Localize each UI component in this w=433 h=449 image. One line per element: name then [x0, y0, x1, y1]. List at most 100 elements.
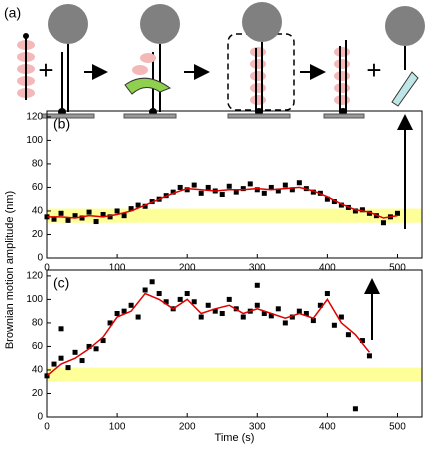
data-point [121, 308, 127, 314]
data-point [107, 320, 113, 326]
y-tick-label: 0 [37, 412, 43, 423]
bead [385, 6, 425, 46]
data-point [58, 355, 64, 361]
data-point [100, 338, 106, 344]
data-point [86, 343, 92, 349]
x-tick-label: 400 [319, 263, 336, 274]
data-point [79, 358, 85, 364]
panel-label: (a) [4, 5, 21, 21]
panel-label: (c) [53, 275, 69, 291]
data-point [282, 320, 288, 326]
highlight-band [47, 367, 422, 382]
data-point [219, 191, 225, 197]
data-point [156, 291, 162, 297]
data-point [268, 313, 274, 319]
data-point [303, 311, 309, 317]
y-tick-label: 0 [37, 253, 43, 264]
data-point [317, 302, 323, 308]
data-point [359, 207, 365, 213]
x-tick-label: 0 [44, 422, 50, 433]
data-point [331, 322, 337, 328]
data-point [282, 182, 288, 188]
y-axis-label: Brownian motion amplitude (nm) [4, 191, 16, 349]
y-tick-label: 120 [26, 112, 43, 123]
diagram: (a) + [4, 2, 425, 119]
highlight-band [47, 208, 422, 223]
data-point [338, 314, 344, 320]
y-tick-label: 100 [26, 294, 43, 305]
bead [140, 4, 180, 44]
data-point [205, 184, 211, 190]
data-point [310, 318, 316, 324]
y-tick-label: 60 [32, 182, 44, 193]
data-point [275, 306, 281, 312]
y-tick-label: 20 [32, 229, 44, 240]
data-point [93, 346, 99, 352]
data-point [233, 189, 239, 195]
data-point [58, 210, 64, 216]
data-point [352, 208, 358, 214]
data-point [142, 203, 148, 209]
data-point [170, 189, 176, 195]
data-point [268, 184, 274, 190]
data-point [254, 282, 260, 288]
x-tick-label: 500 [389, 422, 406, 433]
plus: + [366, 55, 381, 85]
x-tick-label: 300 [249, 263, 266, 274]
y-tick-label: 20 [32, 388, 44, 399]
data-point [135, 202, 141, 208]
data-point [65, 365, 71, 371]
data-point [212, 308, 218, 314]
surface [323, 113, 365, 119]
x-tick-label: 200 [179, 422, 196, 433]
panel-label: (b) [53, 116, 70, 132]
data-point [345, 332, 351, 338]
data-point [324, 291, 330, 297]
data-point [240, 314, 246, 320]
data-point [352, 406, 358, 412]
data-point [296, 308, 302, 314]
data-point [394, 210, 400, 216]
x-tick-label: 400 [319, 422, 336, 433]
strand [140, 53, 156, 63]
strand [334, 47, 350, 105]
data-point [128, 206, 134, 212]
data-point [380, 220, 386, 226]
data-point [72, 349, 78, 355]
x-tick-label: 500 [389, 263, 406, 274]
data-point [114, 208, 120, 214]
y-tick-label: 100 [26, 135, 43, 146]
data-point [338, 202, 344, 208]
data-point [51, 361, 57, 367]
data-point [149, 279, 155, 285]
trend-line [47, 186, 398, 219]
bead [242, 2, 282, 42]
trend-line [46, 292, 371, 377]
x-tick-label: 300 [249, 422, 266, 433]
data-point [107, 214, 113, 220]
data-point [366, 210, 372, 216]
data-point [163, 299, 169, 305]
data-point [135, 314, 141, 320]
data-point [254, 302, 260, 308]
data-point [58, 326, 64, 332]
data-point [198, 314, 204, 320]
x-tick-label: 100 [109, 422, 126, 433]
data-point [331, 199, 337, 205]
surface [41, 113, 95, 119]
data-point [93, 219, 99, 225]
data-point [275, 188, 281, 194]
y-tick-label: 120 [26, 271, 43, 282]
data-point [226, 183, 232, 189]
plot-frame [46, 110, 423, 259]
data-point [289, 314, 295, 320]
data-point [100, 211, 106, 217]
data-point [51, 216, 57, 222]
data-point [261, 311, 267, 317]
data-point [65, 217, 71, 223]
y-tick-label: 60 [32, 341, 44, 352]
bead [48, 4, 88, 44]
data-point [79, 215, 85, 221]
